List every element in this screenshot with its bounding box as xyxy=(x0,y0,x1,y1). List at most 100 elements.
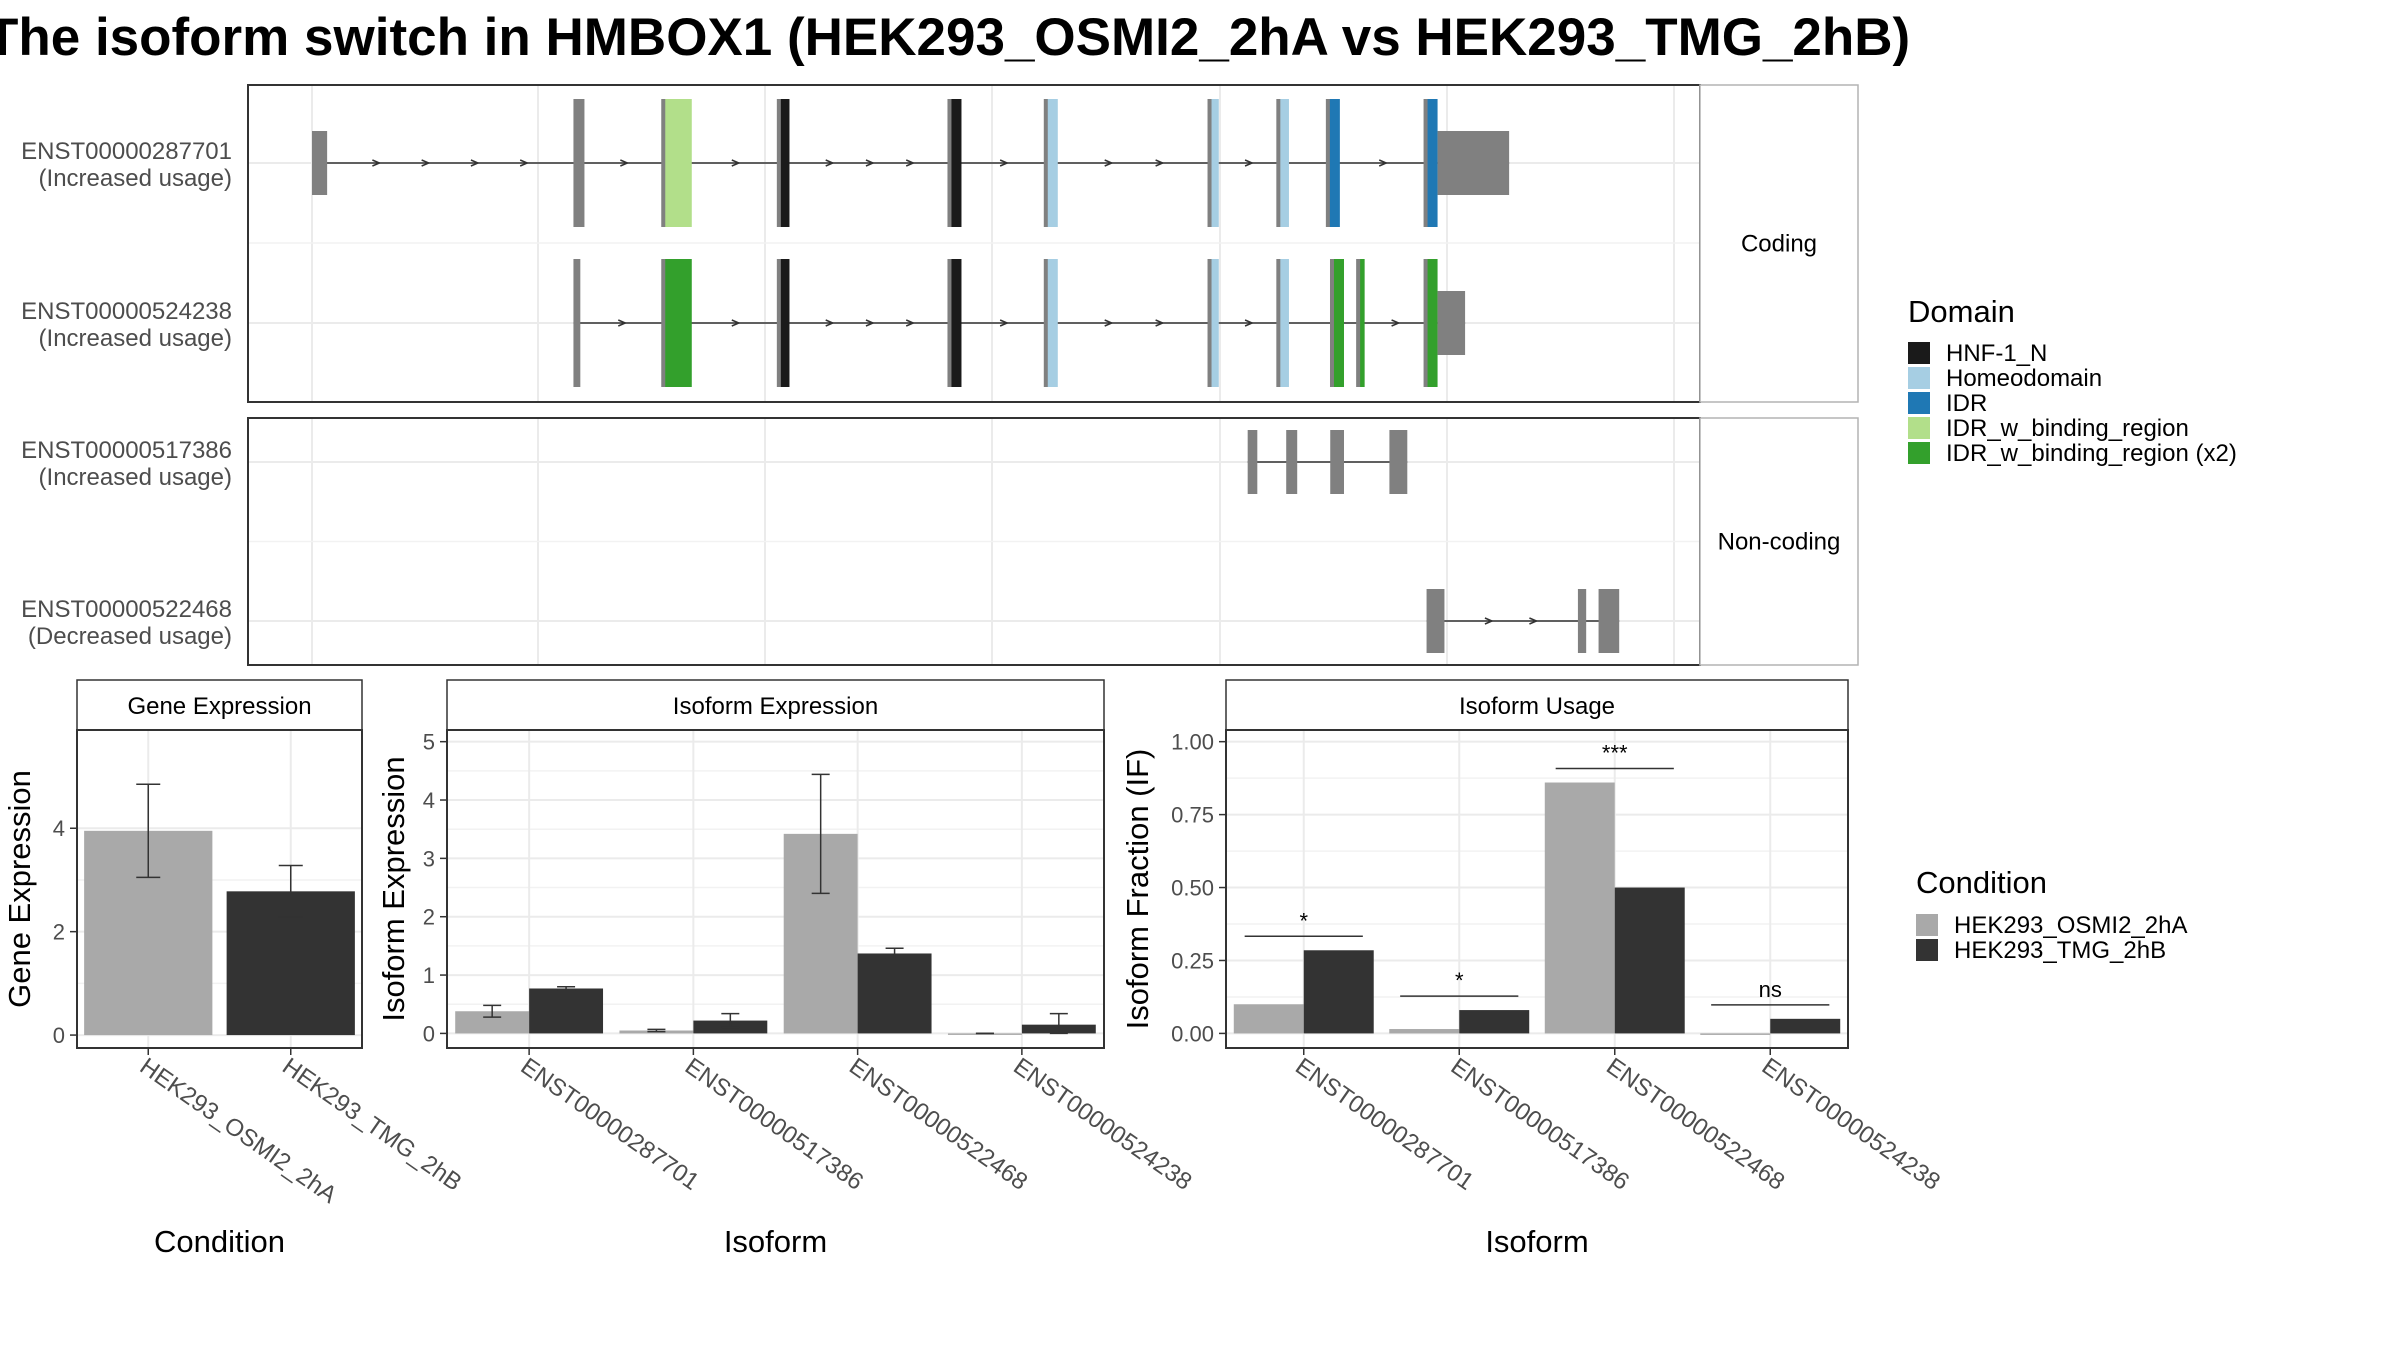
exon-block xyxy=(1330,430,1344,494)
exon-utr-edge xyxy=(947,99,952,227)
y-tick-label: 3 xyxy=(423,846,435,871)
domain-legend-swatch xyxy=(1908,342,1930,364)
significance-label: * xyxy=(1299,908,1308,933)
x-tick-label: ENST00000517386 xyxy=(680,1053,868,1196)
exon-block xyxy=(1359,259,1365,387)
domain-legend-swatch xyxy=(1908,367,1930,389)
exon-utr-edge xyxy=(1207,99,1212,227)
intron-arrow xyxy=(617,319,628,327)
exon-block xyxy=(1286,430,1298,494)
intron-arrow xyxy=(905,159,916,167)
intron-arrow xyxy=(825,159,835,167)
exon-block xyxy=(950,99,962,227)
intron-arrow xyxy=(1391,319,1401,327)
domain-legend-label: IDR_w_binding_region xyxy=(1946,415,2189,442)
bar xyxy=(1303,950,1374,1034)
domain-legend-label: Homeodomain xyxy=(1946,365,2102,392)
transcript-usage-label: (Decreased usage) xyxy=(28,623,232,650)
exon-utr-edge xyxy=(1276,99,1281,227)
transcript-id-label: ENST00000524238 xyxy=(21,298,232,325)
intron-arrow xyxy=(731,159,741,167)
condition-legend-swatch xyxy=(1916,914,1938,936)
intron-arrow xyxy=(1529,617,1539,625)
transcript-usage-label: (Increased usage) xyxy=(39,165,232,192)
facet-strip xyxy=(1699,417,1859,666)
exon-utr-edge xyxy=(1423,99,1428,227)
x-axis-title: Isoform xyxy=(724,1224,827,1259)
intron-arrow xyxy=(865,319,875,327)
exon-block xyxy=(779,99,790,227)
domain-legend-swatch xyxy=(1908,442,1930,464)
bar xyxy=(1544,782,1615,1034)
y-axis-title: Gene Expression xyxy=(2,770,37,1008)
exon-utr-edge xyxy=(1423,259,1428,387)
condition-legend-label: HEK293_OSMI2_2hA xyxy=(1954,912,2187,939)
intron-arrow xyxy=(905,319,916,327)
y-tick-label: 5 xyxy=(423,730,435,755)
bar-panel-border xyxy=(446,729,1105,1049)
exon-utr-edge xyxy=(1325,99,1330,227)
y-axis-title: Isoform Expression xyxy=(376,756,411,1021)
intron-arrow xyxy=(999,159,1010,167)
domain-legend-label: HNF-1_N xyxy=(1946,340,2047,367)
intron-arrow xyxy=(731,319,741,327)
transcript-usage-label: (Increased usage) xyxy=(39,464,232,491)
transcript-id-label: ENST00000287701 xyxy=(21,138,232,165)
chart-title: The isoform switch in HMBOX1 (HEK293_OSM… xyxy=(0,8,1910,67)
facet-label: Non-coding xyxy=(1718,529,1841,556)
bar xyxy=(529,988,604,1034)
intron-arrow xyxy=(1155,319,1165,327)
x-tick-label: ENST00000524238 xyxy=(1008,1053,1196,1196)
exon-block xyxy=(312,131,328,195)
bar-panel-strip-label: Gene Expression xyxy=(127,693,311,720)
exon-utr-edge xyxy=(776,259,781,387)
y-tick-label: 0.50 xyxy=(1171,876,1214,901)
exon-block xyxy=(1426,99,1438,227)
bar-panel-border xyxy=(76,729,363,1049)
transcript-id-label: ENST00000517386 xyxy=(21,437,232,464)
condition-legend-title: Condition xyxy=(1916,865,2047,900)
bar xyxy=(1389,1029,1460,1034)
y-tick-label: 0.75 xyxy=(1171,803,1214,828)
condition-legend-swatch xyxy=(1916,939,1938,961)
facet-label: Coding xyxy=(1741,231,1817,258)
exon-block xyxy=(1046,99,1058,227)
y-tick-label: 0.00 xyxy=(1171,1021,1214,1046)
bar-panel-strip xyxy=(1225,679,1849,731)
domain-legend-title: Domain xyxy=(1908,294,2015,329)
domain-legend-label: IDR_w_binding_region (x2) xyxy=(1946,440,2237,467)
condition-legend-label: HEK293_TMG_2hB xyxy=(1954,937,2166,964)
exon-block xyxy=(1577,589,1587,653)
bar-panel-border xyxy=(1225,729,1849,1049)
x-axis-title: Condition xyxy=(154,1224,285,1259)
domain-legend-swatch xyxy=(1908,392,1930,414)
y-tick-label: 0 xyxy=(423,1021,435,1046)
y-tick-label: 0.25 xyxy=(1171,948,1214,973)
exon-block xyxy=(1389,430,1408,494)
intron-arrow xyxy=(1244,319,1254,327)
x-axis-title: Isoform xyxy=(1485,1224,1588,1259)
exon-block xyxy=(1437,131,1510,195)
significance-label: * xyxy=(1455,968,1464,993)
transcript-id-label: ENST00000522468 xyxy=(21,596,232,623)
exon-utr-edge xyxy=(1356,259,1361,387)
exon-utr-edge xyxy=(661,259,666,387)
domain-legend-label: IDR xyxy=(1946,390,1987,417)
x-tick-label: ENST00000287701 xyxy=(516,1053,704,1196)
exon-block xyxy=(1247,430,1258,494)
y-axis-title: Isoform Fraction (IF) xyxy=(1120,749,1155,1030)
bar xyxy=(1614,887,1685,1034)
bar xyxy=(455,1011,530,1034)
bar xyxy=(857,953,932,1034)
exon-utr-edge xyxy=(1329,259,1334,387)
exon-block xyxy=(1046,259,1058,387)
intron-arrow xyxy=(999,319,1010,327)
exon-block xyxy=(573,259,581,387)
exon-utr-edge xyxy=(1276,259,1281,387)
exon-block xyxy=(664,99,692,227)
facet-strip xyxy=(1699,84,1859,403)
exon-block xyxy=(573,99,585,227)
y-tick-label: 0 xyxy=(53,1023,65,1048)
bar-panel-strip xyxy=(76,679,363,731)
bar-panel-strip-label: Isoform Expression xyxy=(673,693,878,720)
